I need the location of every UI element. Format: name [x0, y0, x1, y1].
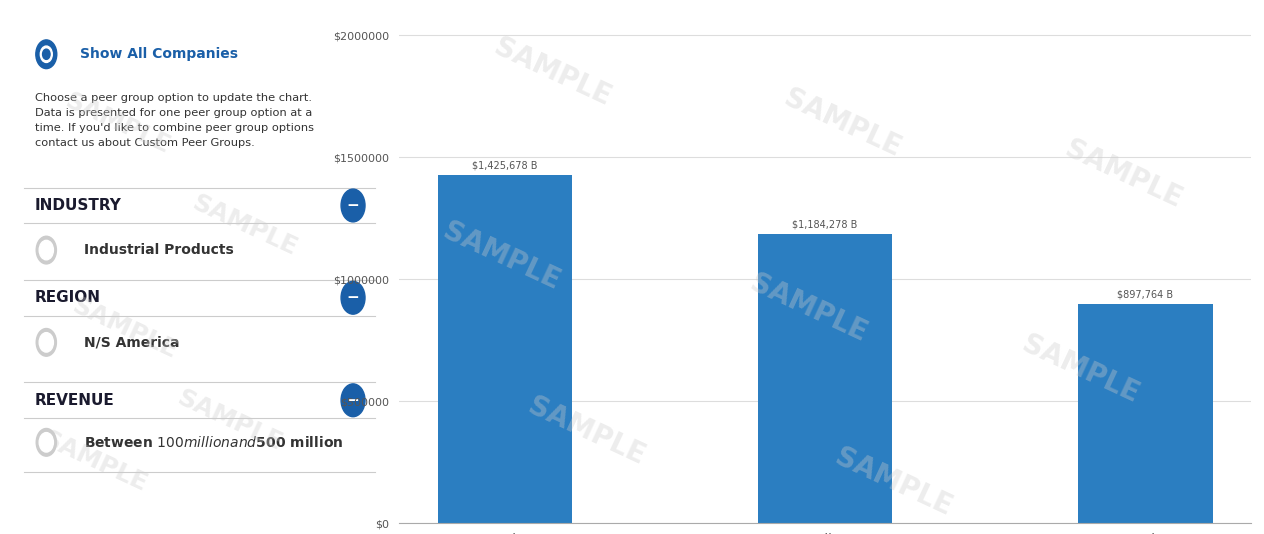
Text: SAMPLE: SAMPLE	[489, 33, 616, 112]
Text: SAMPLE: SAMPLE	[61, 89, 173, 158]
Text: SAMPLE: SAMPLE	[780, 84, 905, 163]
Text: SAMPLE: SAMPLE	[830, 443, 957, 522]
Circle shape	[37, 428, 57, 456]
Circle shape	[39, 433, 53, 452]
Text: INDUSTRY: INDUSTRY	[35, 198, 121, 213]
Circle shape	[341, 189, 365, 222]
Circle shape	[40, 46, 52, 62]
Text: SAMPLE: SAMPLE	[1060, 136, 1187, 214]
Text: N/S America: N/S America	[83, 335, 179, 349]
Circle shape	[43, 49, 51, 59]
Circle shape	[341, 384, 365, 417]
Text: Show All Companies: Show All Companies	[80, 47, 238, 61]
Text: −: −	[346, 198, 359, 213]
Text: SAMPLE: SAMPLE	[523, 392, 650, 470]
Circle shape	[37, 328, 57, 356]
Text: Choose a peer group option to update the chart.
Data is presented for one peer g: Choose a peer group option to update the…	[35, 93, 313, 148]
Text: −: −	[346, 290, 359, 305]
Text: $897,764 B: $897,764 B	[1117, 290, 1173, 300]
Text: Industrial Products: Industrial Products	[83, 243, 234, 257]
Text: REGION: REGION	[35, 290, 101, 305]
Text: SAMPLE: SAMPLE	[1018, 330, 1144, 409]
Bar	[758, 234, 892, 523]
Text: REVENUE: REVENUE	[35, 393, 115, 408]
Circle shape	[39, 333, 53, 352]
Text: SAMPLE: SAMPLE	[173, 386, 286, 456]
Text: $1,184,278 B: $1,184,278 B	[793, 220, 858, 230]
Circle shape	[39, 240, 53, 260]
Bar	[437, 175, 573, 523]
Text: SAMPLE: SAMPLE	[188, 191, 301, 261]
Text: $1,425,678 B: $1,425,678 B	[473, 161, 537, 171]
Text: SAMPLE: SAMPLE	[746, 269, 871, 347]
Text: Between $100 million and $500 million: Between $100 million and $500 million	[83, 435, 343, 450]
Text: SAMPLE: SAMPLE	[439, 217, 564, 296]
Circle shape	[35, 40, 57, 68]
Text: SAMPLE: SAMPLE	[68, 294, 181, 363]
Text: SAMPLE: SAMPLE	[38, 427, 152, 497]
Text: −: −	[346, 393, 359, 408]
Circle shape	[341, 281, 365, 314]
Bar	[1078, 304, 1212, 523]
Circle shape	[37, 236, 57, 264]
